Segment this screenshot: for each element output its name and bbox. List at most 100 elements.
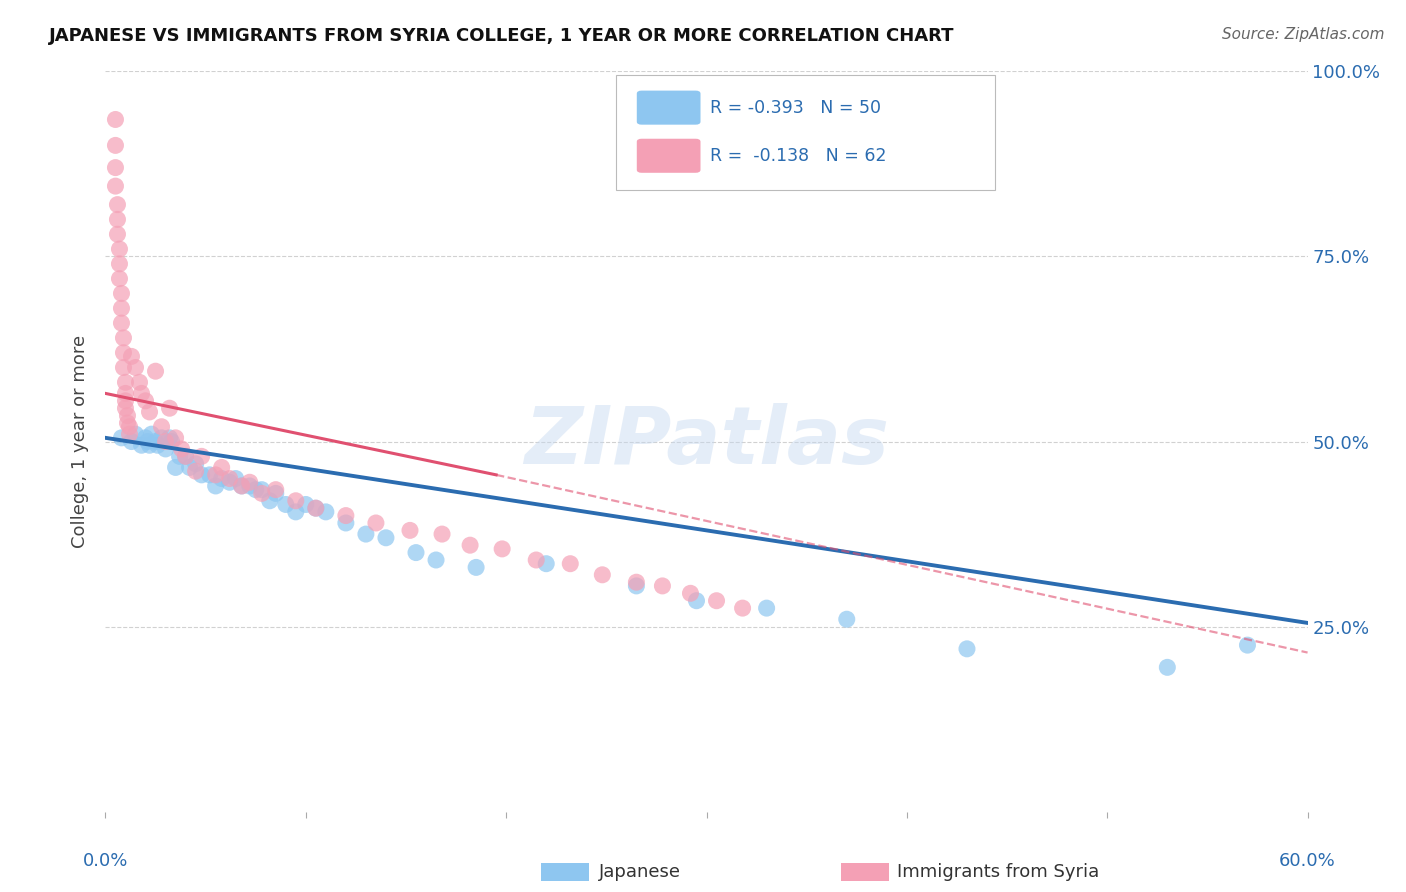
Point [250,486,273,500]
Point [108,257,131,271]
Point [184,457,207,471]
Point [114,376,136,390]
Point [651,579,673,593]
Point [165,431,187,445]
Point [110,431,132,445]
Point [524,553,547,567]
Point [354,527,377,541]
Point [174,450,197,464]
Point [284,505,307,519]
Point [706,593,728,607]
Text: R =  -0.138   N = 62: R = -0.138 N = 62 [710,147,887,165]
Point [108,242,131,256]
Point [250,483,273,497]
Point [204,467,226,482]
Point [108,271,131,285]
Point [218,475,240,490]
Point [104,112,127,127]
Point [114,386,136,401]
Point [174,450,197,464]
Point [184,464,207,478]
Point [124,427,146,442]
Point [626,579,648,593]
Point [1236,638,1258,652]
Point [155,434,177,449]
Point [114,393,136,408]
Point [405,546,427,560]
FancyBboxPatch shape [637,91,700,125]
Point [259,493,281,508]
Point [110,286,132,301]
FancyBboxPatch shape [616,75,995,190]
Point [117,416,139,430]
Point [218,471,240,485]
Point [465,560,488,574]
Text: ZIPatlas: ZIPatlas [524,402,889,481]
Point [731,601,754,615]
Point [204,479,226,493]
Point [112,331,135,345]
Point [755,601,778,615]
Point [264,483,287,497]
Text: 0.0%: 0.0% [83,853,128,871]
Point [112,345,135,359]
Point [626,575,648,590]
FancyBboxPatch shape [637,139,700,173]
Point [118,419,141,434]
Text: Japanese: Japanese [599,863,681,881]
Point [145,434,167,449]
Point [104,138,127,153]
Point [245,483,267,497]
Point [150,419,173,434]
Point [150,431,173,445]
Point [225,471,247,485]
Point [121,434,143,449]
Point [295,498,318,512]
Point [591,567,613,582]
Point [284,493,307,508]
Point [136,434,159,449]
Point [425,553,447,567]
Point [179,460,201,475]
Point [560,557,582,571]
Point [128,376,150,390]
Point [335,516,357,530]
Point [114,401,136,416]
Point [169,450,191,464]
Point [239,479,262,493]
Text: Immigrants from Syria: Immigrants from Syria [897,863,1099,881]
Point [170,442,193,456]
Point [110,301,132,316]
Point [1156,660,1178,674]
Point [155,442,177,456]
Text: R = -0.393   N = 50: R = -0.393 N = 50 [710,99,882,117]
Point [135,431,157,445]
Point [160,434,183,449]
Point [141,427,163,442]
Point [138,405,160,419]
Point [138,438,160,452]
Point [117,409,139,423]
Point [135,393,157,408]
Text: Source: ZipAtlas.com: Source: ZipAtlas.com [1222,27,1385,42]
Point [231,479,253,493]
Point [239,475,262,490]
Text: JAPANESE VS IMMIGRANTS FROM SYRIA COLLEGE, 1 YEAR OR MORE CORRELATION CHART: JAPANESE VS IMMIGRANTS FROM SYRIA COLLEG… [49,27,955,45]
Point [118,427,141,442]
Point [107,197,129,211]
Point [315,505,337,519]
Point [190,450,212,464]
Point [110,316,132,330]
Point [121,350,143,364]
Point [124,360,146,375]
Point [112,360,135,375]
Point [165,460,187,475]
Point [107,227,129,242]
Point [198,467,221,482]
Point [364,516,387,530]
Point [211,471,233,485]
Point [107,212,129,227]
Point [190,467,212,482]
Point [685,593,707,607]
Point [146,438,169,452]
